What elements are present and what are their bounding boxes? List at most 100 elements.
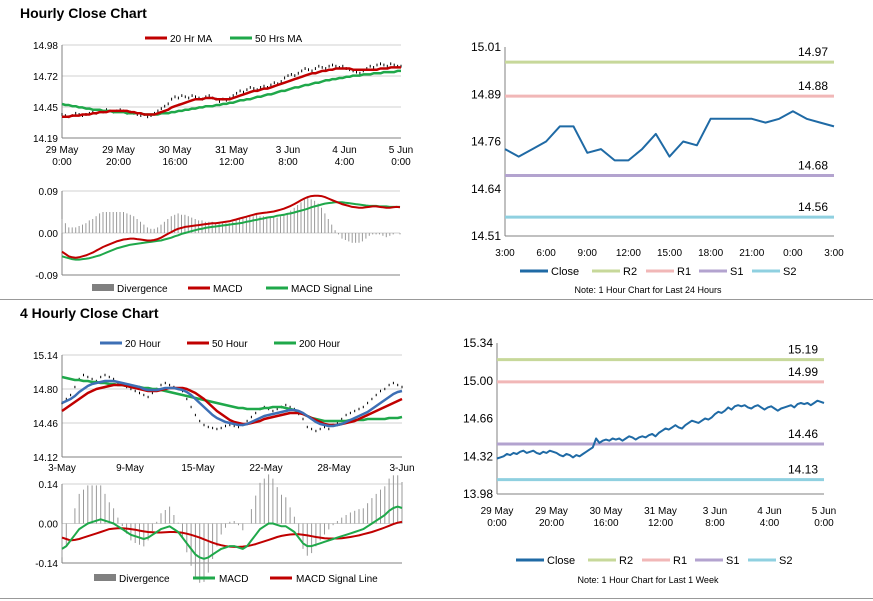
four-hourly-price-y-tick-label: 14.46 [33, 419, 58, 430]
four-hourly-levels-legend-label: R1 [673, 555, 687, 567]
four-hourly-levels-x-tick-label: 30 May [590, 506, 623, 517]
four-hourly-levels-r1-label: 14.99 [788, 365, 818, 379]
four-hourly-levels-note: Note: 1 Hour Chart for Last 1 Week [578, 575, 719, 585]
four-hourly-levels-y-tick-label: 14.32 [463, 449, 493, 463]
hourly-section-title: Hourly Close Chart [20, 5, 147, 21]
hourly-macd-y-tick-label: 0.09 [39, 187, 59, 198]
four-hourly-levels-x-tick-label: 0:00 [487, 518, 507, 529]
hourly-levels-y-tick-label: 14.76 [471, 135, 501, 149]
four-hourly-levels-x-tick-label: 0:00 [814, 518, 834, 529]
hourly-levels-y-tick-label: 14.64 [471, 182, 501, 196]
hourly-price-x-tick-label: 20:00 [106, 157, 131, 168]
hourly-macd-legend-label: Divergence [117, 284, 168, 295]
hourly-price-x-tick-label: 5 Jun [389, 145, 413, 156]
four-hourly-macd-legend-swatch [94, 574, 116, 581]
hourly-close-series [504, 110, 835, 162]
hourly-macd-y-tick-label: 0.00 [39, 229, 59, 240]
hourly-levels-s1-label: 14.68 [798, 159, 828, 173]
hourly-levels-legend-label: S1 [730, 266, 743, 278]
hourly-price-x-tick-label: 29 May [46, 145, 79, 156]
hourly-levels-x-tick-label: 21:00 [739, 248, 764, 259]
four-hourly-levels-legend-label: R2 [619, 555, 633, 567]
hourly-price-x-tick-label: 4:00 [335, 157, 355, 168]
hourly-levels-y-tick-label: 15.01 [471, 40, 501, 54]
four-hourly-price-y-tick-label: 14.80 [33, 385, 58, 396]
four-hourly-levels-x-tick-label: 31 May [644, 506, 677, 517]
hourly-levels-x-tick-label: 9:00 [578, 248, 598, 259]
hourly-levels-x-tick-label: 15:00 [657, 248, 682, 259]
hourly-levels-x-tick-label: 0:00 [783, 248, 803, 259]
four-hourly-price-y-tick-label: 15.14 [33, 351, 58, 362]
hourly-levels-y-tick-label: 14.89 [471, 87, 501, 101]
four-hourly-levels-x-tick-label: 12:00 [648, 518, 673, 529]
four-hourly-levels-x-tick-label: 29 May [535, 506, 568, 517]
hourly-price-x-tick-label: 29 May [102, 145, 135, 156]
hourly-price-y-tick-label: 14.45 [33, 103, 58, 114]
four-hourly-price-x-tick-label: 9-May [116, 463, 144, 474]
four-hourly-levels-x-tick-label: 3 Jun [703, 506, 727, 517]
hourly-macd-legend-swatch [92, 284, 114, 291]
four-hourly-macd-legend-label: Divergence [119, 574, 170, 585]
hourly-levels-legend-label: S2 [783, 266, 796, 278]
hourly-price-x-tick-label: 31 May [215, 145, 248, 156]
four-hourly-levels-s1-label: 14.46 [788, 427, 818, 441]
hourly-macd-legend-label: MACD Signal Line [291, 284, 373, 295]
four-hourly-price-x-tick-label: 28-May [317, 463, 350, 474]
hourly-price-legend-label: 50 Hrs MA [255, 34, 303, 45]
hourly-price-x-tick-label: 0:00 [52, 157, 72, 168]
four-hourly-price-legend-label: 200 Hour [299, 339, 341, 350]
four-hourly-levels-r2-label: 15.19 [788, 343, 818, 357]
hourly-macd-legend-label: MACD [213, 284, 242, 295]
four-hourly-levels-y-tick-label: 15.00 [463, 374, 493, 388]
four-hourly-macd-y-tick-label: 0.00 [39, 520, 59, 531]
hourly-ma20-series [62, 66, 401, 119]
hourly-price-x-tick-label: 16:00 [162, 157, 187, 168]
hourly-price-x-tick-label: 4 Jun [332, 145, 356, 156]
hourly-price-x-tick-label: 30 May [159, 145, 192, 156]
hourly-macd-signal-series [61, 201, 400, 261]
four-hourly-macd-y-tick-label: 0.14 [39, 480, 59, 491]
hourly-levels-x-tick-label: 6:00 [536, 248, 556, 259]
hourly-levels-legend-label: R1 [677, 266, 691, 278]
four-hourly-levels-x-tick-label: 4 Jun [757, 506, 781, 517]
hourly-macd-y-tick-label: -0.09 [35, 271, 58, 282]
hourly-price-y-tick-label: 14.72 [33, 72, 58, 83]
four-hourly-levels-y-tick-label: 15.34 [463, 336, 493, 350]
four-hourly-levels-legend-label: S1 [726, 555, 739, 567]
four-hourly-levels-y-tick-label: 14.66 [463, 412, 493, 426]
four-hourly-price-y-tick-label: 14.12 [33, 453, 58, 464]
hourly-levels-x-tick-label: 3:00 [495, 248, 515, 259]
hourly-levels-x-tick-label: 12:00 [616, 248, 641, 259]
four-hourly-levels-x-tick-label: 29 May [481, 506, 514, 517]
four-hourly-levels-y-tick-label: 13.98 [463, 487, 493, 501]
hourly-levels-legend-label: Close [551, 266, 579, 278]
section-divider [0, 299, 873, 300]
hourly-levels-y-tick-label: 14.51 [471, 229, 501, 243]
four-hourly-levels-legend-label: S2 [779, 555, 792, 567]
hourly-levels-legend-label: R2 [623, 266, 637, 278]
four-hourly-price-x-tick-label: 15-May [181, 463, 214, 474]
four-hourly-price-legend-label: 50 Hour [212, 339, 248, 350]
four-hourly-section-title: 4 Hourly Close Chart [20, 305, 159, 321]
hourly-price-x-tick-label: 8:00 [278, 157, 298, 168]
hourly-price-y-tick-label: 14.98 [33, 41, 58, 52]
hourly-price-x-tick-label: 0:00 [391, 157, 411, 168]
four-hourly-levels-legend-label: Close [547, 555, 575, 567]
four-hourly-price-x-tick-label: 3-Jun [389, 463, 414, 474]
four-hourly-macd-series [61, 505, 403, 560]
hourly-price-legend-label: 20 Hr MA [170, 34, 213, 45]
four-hourly-levels-x-tick-label: 20:00 [539, 518, 564, 529]
hourly-levels-note: Note: 1 Hour Chart for Last 24 Hours [574, 285, 722, 295]
hourly-levels-s2-label: 14.56 [798, 200, 828, 214]
hourly-macd-series [61, 194, 401, 259]
four-hourly-macd-signal-series [61, 520, 403, 548]
four-hourly-ma20-series [61, 379, 403, 428]
hourly-ma50-series [61, 69, 401, 116]
four-hourly-levels-x-tick-label: 4:00 [760, 518, 780, 529]
four-hourly-macd-legend-label: MACD Signal Line [296, 574, 378, 585]
hourly-levels-r1-label: 14.88 [798, 79, 828, 93]
hourly-price-x-tick-label: 3 Jun [276, 145, 300, 156]
four-hourly-close-series [496, 399, 825, 460]
four-hourly-price-x-tick-label: 22-May [249, 463, 282, 474]
